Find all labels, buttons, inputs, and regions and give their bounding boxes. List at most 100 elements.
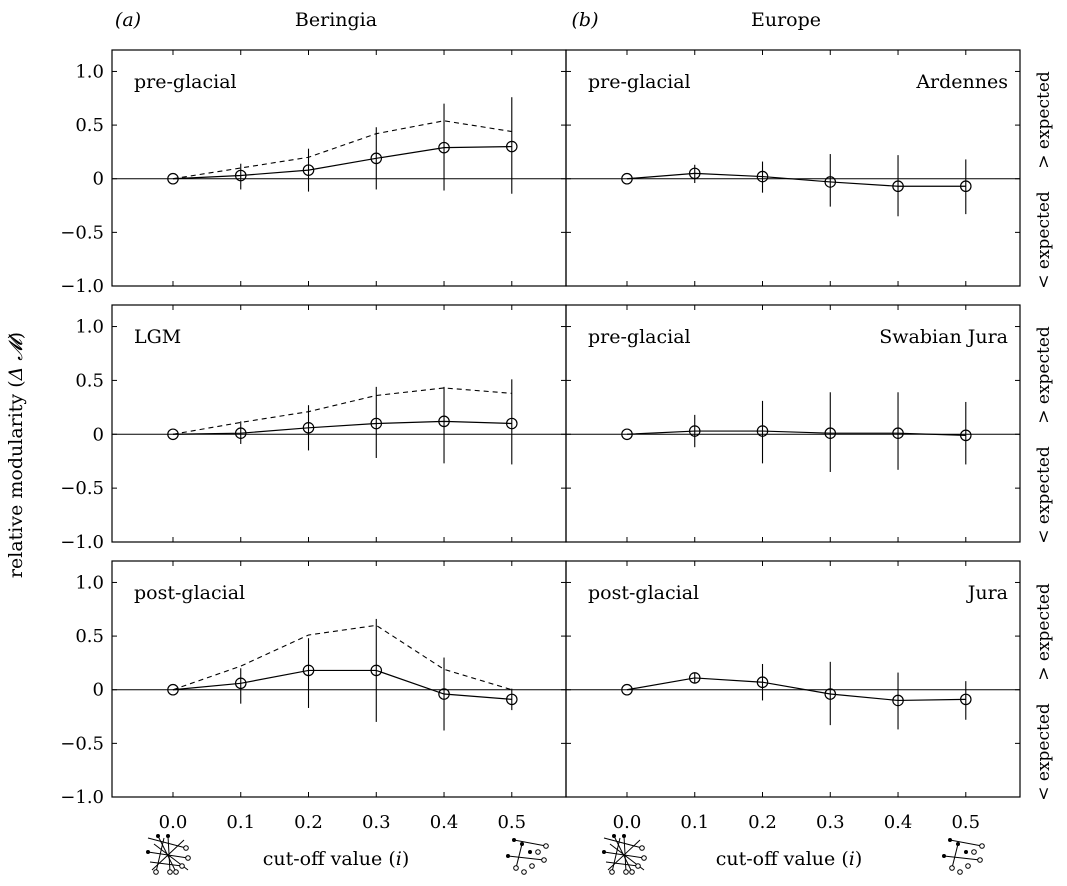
panel-frame: [565, 560, 1021, 798]
x-tick-label: 0.4: [884, 812, 913, 833]
panels: 1.0 0.5 0 −0.5 −1.0 pre-glacial pre-glacial Ard…: [60, 49, 1021, 833]
data-point: [756, 170, 769, 183]
y-tick-label: 1.0: [75, 61, 104, 82]
data-point: [621, 428, 633, 441]
y-tick-label: 1.0: [75, 572, 104, 593]
panel-3-a: 1.0 0.5 0 −0.5 −1.0 0.0 0.1 0.2 0.3 0.4 0.5 post-gl…: [60, 560, 567, 833]
data-point: [892, 694, 904, 707]
x-tick-label: 0.2: [294, 812, 323, 833]
y-tick-label: −1.0: [60, 787, 104, 808]
panel-label-right: Ardennes: [915, 71, 1008, 93]
right-label-below-row-1: < expected: [1034, 191, 1054, 289]
panel-label-left: pre-glacial: [134, 71, 237, 93]
x-tick-label: 0.1: [680, 812, 709, 833]
panel-frame: [565, 49, 1021, 287]
panel-label-left: pre-glacial: [588, 71, 691, 93]
data-point: [824, 176, 837, 188]
dashed-series-line: [172, 624, 512, 691]
x-tick-label: 0.4: [430, 812, 459, 833]
data-point: [167, 172, 179, 185]
column-a-title: Beringia: [295, 9, 377, 31]
data-point: [621, 172, 633, 185]
panel-2-a: 1.0 0.5 0 −0.5 −1.0 LGM: [60, 304, 567, 553]
y-tick-label: −1.0: [60, 276, 104, 297]
data-point: [302, 422, 315, 434]
y-tick-label: 0: [93, 424, 104, 445]
series-line: [626, 172, 966, 187]
y-tick-label: 0: [93, 169, 104, 190]
data-point: [234, 677, 247, 690]
right-label-above-row-2: > expected: [1034, 326, 1054, 424]
right-label-above-row-3: > expected: [1034, 583, 1054, 681]
data-point: [302, 664, 315, 677]
panel-label-left: pre-glacial: [588, 326, 691, 348]
right-label-above-row-1: > expected: [1034, 71, 1054, 169]
panel-1-a: 1.0 0.5 0 −0.5 −1.0 pre-glacial: [60, 49, 567, 297]
series-line: [172, 420, 512, 435]
series-line: [626, 430, 966, 436]
data-point: [688, 672, 701, 684]
dense-network-icon-right: [602, 834, 647, 875]
data-point: [505, 693, 518, 706]
x-tick-label: 0.3: [816, 812, 845, 833]
data-point: [959, 180, 972, 193]
x-tick-label: 0.2: [748, 812, 777, 833]
column-b-letter: (b): [572, 9, 599, 31]
data-point: [959, 693, 972, 706]
data-point: [370, 664, 383, 677]
x-tick-label: 0.5: [497, 812, 526, 833]
x-tick-label: 0.0: [613, 812, 642, 833]
x-axis-label-left: cut-off value (i): [263, 848, 409, 870]
data-point: [892, 427, 904, 439]
data-point: [234, 427, 247, 439]
y-tick-label: 1.0: [75, 317, 104, 338]
y-tick-label: 0.5: [75, 115, 104, 136]
series-line: [172, 145, 512, 180]
data-point: [167, 428, 179, 441]
data-point: [370, 152, 383, 165]
panel-label-left: post-glacial: [588, 582, 699, 604]
data-point: [438, 415, 450, 428]
panel-label-left: LGM: [134, 326, 181, 348]
data-point: [505, 417, 518, 430]
data-point: [756, 425, 769, 437]
y-tick-label: −1.0: [60, 532, 104, 553]
panel-label-right: Swabian Jura: [879, 326, 1008, 348]
data-point: [621, 683, 633, 696]
right-label-below-row-2: < expected: [1034, 446, 1054, 544]
panel-1-b: pre-glacial Ardennes: [565, 49, 1021, 287]
data-point: [370, 417, 383, 430]
panel-3-b: 0.0 0.1 0.2 0.3 0.4 0.5 post-glacial Jura: [565, 560, 1021, 833]
data-point: [756, 676, 769, 689]
series-line: [626, 677, 966, 702]
y-tick-label: −0.5: [60, 733, 104, 754]
y-tick-label: −0.5: [60, 478, 104, 499]
data-point: [505, 140, 518, 153]
x-tick-label: 0.1: [226, 812, 255, 833]
data-point: [688, 167, 701, 180]
data-point: [438, 141, 450, 154]
panel-2-b: pre-glacial Swabian Jura: [565, 304, 1021, 543]
x-tick-label: 0.3: [362, 812, 391, 833]
y-tick-label: 0.5: [75, 370, 104, 391]
y-axis-label: relative modularity (Δ 𝓜): [5, 332, 27, 578]
x-tick-label: 0.0: [159, 812, 188, 833]
data-point: [959, 429, 972, 442]
column-a-letter: (a): [115, 9, 141, 31]
column-b-title: Europe: [751, 9, 821, 31]
sparse-network-icon-right: [942, 838, 985, 875]
x-axis-label-right: cut-off value (i): [716, 848, 862, 870]
sparse-network-icon-left: [506, 838, 549, 875]
data-point: [688, 425, 701, 437]
data-point: [302, 164, 315, 176]
data-point: [438, 688, 450, 700]
data-point: [167, 683, 179, 696]
data-point: [824, 688, 837, 700]
y-tick-label: 0: [93, 680, 104, 701]
y-tick-label: −0.5: [60, 222, 104, 243]
x-tick-label: 0.5: [951, 812, 980, 833]
data-point: [824, 427, 837, 439]
panel-label-left: post-glacial: [134, 582, 245, 604]
series-line: [172, 669, 512, 700]
